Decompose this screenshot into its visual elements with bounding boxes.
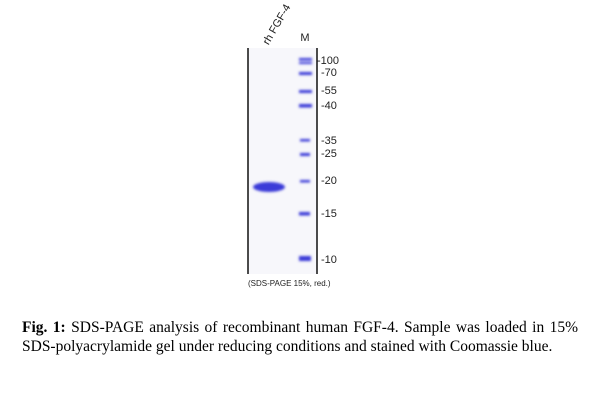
marker-label: -15 <box>321 208 337 220</box>
caption-text: SDS-PAGE analysis of recombinant human F… <box>22 319 579 355</box>
marker-band <box>299 256 311 261</box>
marker-label: -35 <box>321 135 337 147</box>
gel <box>248 48 317 274</box>
marker-label: -10 <box>321 254 337 266</box>
sample-band <box>253 182 285 192</box>
marker-band <box>300 180 310 183</box>
lane-label: rh FGF-4 <box>261 2 294 47</box>
caption-label: Fig. 1: <box>22 319 66 336</box>
marker-band <box>299 104 312 108</box>
marker-label: -55 <box>321 85 337 97</box>
marker-band <box>299 90 312 93</box>
marker-band <box>300 153 310 156</box>
marker-label: -70 <box>321 67 337 79</box>
marker-label: -100 <box>317 55 339 67</box>
marker-band <box>299 62 312 64</box>
gel-figure: rh FGF-4 M -100 -70 -55 -40 -35 -25 -20 … <box>247 2 339 288</box>
marker-label: -40 <box>321 100 337 112</box>
marker-band <box>299 58 312 61</box>
marker-label: -25 <box>321 148 337 160</box>
marker-band <box>299 212 310 216</box>
gel-note: (SDS-PAGE 15%, red.) <box>248 279 331 288</box>
caption: Fig. 1: SDS-PAGE analysis of recombinant… <box>22 318 578 356</box>
lane-label: M <box>300 32 309 44</box>
marker-label: -20 <box>321 175 337 187</box>
marker-band <box>299 72 312 75</box>
marker-band <box>300 139 310 142</box>
bands <box>253 58 312 261</box>
